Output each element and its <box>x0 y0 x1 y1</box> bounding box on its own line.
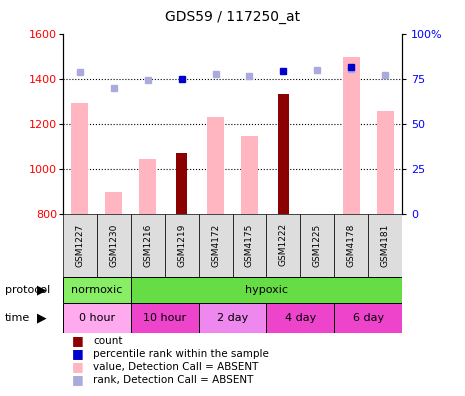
Bar <box>266 214 300 277</box>
Bar <box>343 57 360 214</box>
Bar <box>63 303 131 333</box>
Bar <box>377 111 394 214</box>
Text: GSM1230: GSM1230 <box>109 223 118 267</box>
Text: GSM4175: GSM4175 <box>245 223 254 267</box>
Text: ■: ■ <box>72 347 84 360</box>
Bar <box>131 277 402 303</box>
Text: count: count <box>93 335 122 346</box>
Bar <box>334 303 402 333</box>
Text: ■: ■ <box>72 334 84 347</box>
Text: GSM1222: GSM1222 <box>279 223 288 267</box>
Bar <box>199 303 266 333</box>
Bar <box>241 136 258 214</box>
Bar <box>266 303 334 333</box>
Text: percentile rank within the sample: percentile rank within the sample <box>93 348 269 359</box>
Text: 2 day: 2 day <box>217 313 248 323</box>
Text: hypoxic: hypoxic <box>245 285 288 295</box>
Text: time: time <box>5 313 30 323</box>
Bar <box>105 192 122 214</box>
Bar <box>199 214 232 277</box>
Bar <box>177 153 186 214</box>
Bar <box>279 95 288 214</box>
Text: ▶: ▶ <box>37 284 47 297</box>
Bar <box>139 159 156 214</box>
Bar <box>97 214 131 277</box>
Bar <box>71 103 88 214</box>
Bar <box>368 214 402 277</box>
Text: 6 day: 6 day <box>353 313 384 323</box>
Text: GSM1216: GSM1216 <box>143 223 152 267</box>
Text: normoxic: normoxic <box>71 285 122 295</box>
Text: GSM4181: GSM4181 <box>381 223 390 267</box>
Text: GSM1227: GSM1227 <box>75 223 84 267</box>
Bar <box>63 277 131 303</box>
Text: protocol: protocol <box>5 285 50 295</box>
Text: ■: ■ <box>72 360 84 373</box>
Text: 0 hour: 0 hour <box>79 313 115 323</box>
Text: 10 hour: 10 hour <box>143 313 186 323</box>
Bar <box>300 214 334 277</box>
Text: ■: ■ <box>72 373 84 386</box>
Text: GDS59 / 117250_at: GDS59 / 117250_at <box>165 10 300 24</box>
Text: value, Detection Call = ABSENT: value, Detection Call = ABSENT <box>93 362 259 372</box>
Text: 4 day: 4 day <box>285 313 316 323</box>
Text: GSM1225: GSM1225 <box>313 223 322 267</box>
Bar <box>232 214 266 277</box>
Text: rank, Detection Call = ABSENT: rank, Detection Call = ABSENT <box>93 375 253 385</box>
Text: GSM4178: GSM4178 <box>347 223 356 267</box>
Bar <box>165 214 199 277</box>
Text: GSM4172: GSM4172 <box>211 223 220 267</box>
Bar <box>207 117 224 214</box>
Bar <box>131 214 165 277</box>
Text: ▶: ▶ <box>37 311 47 324</box>
Bar <box>63 214 97 277</box>
Bar <box>334 214 368 277</box>
Bar <box>131 303 199 333</box>
Text: GSM1219: GSM1219 <box>177 223 186 267</box>
